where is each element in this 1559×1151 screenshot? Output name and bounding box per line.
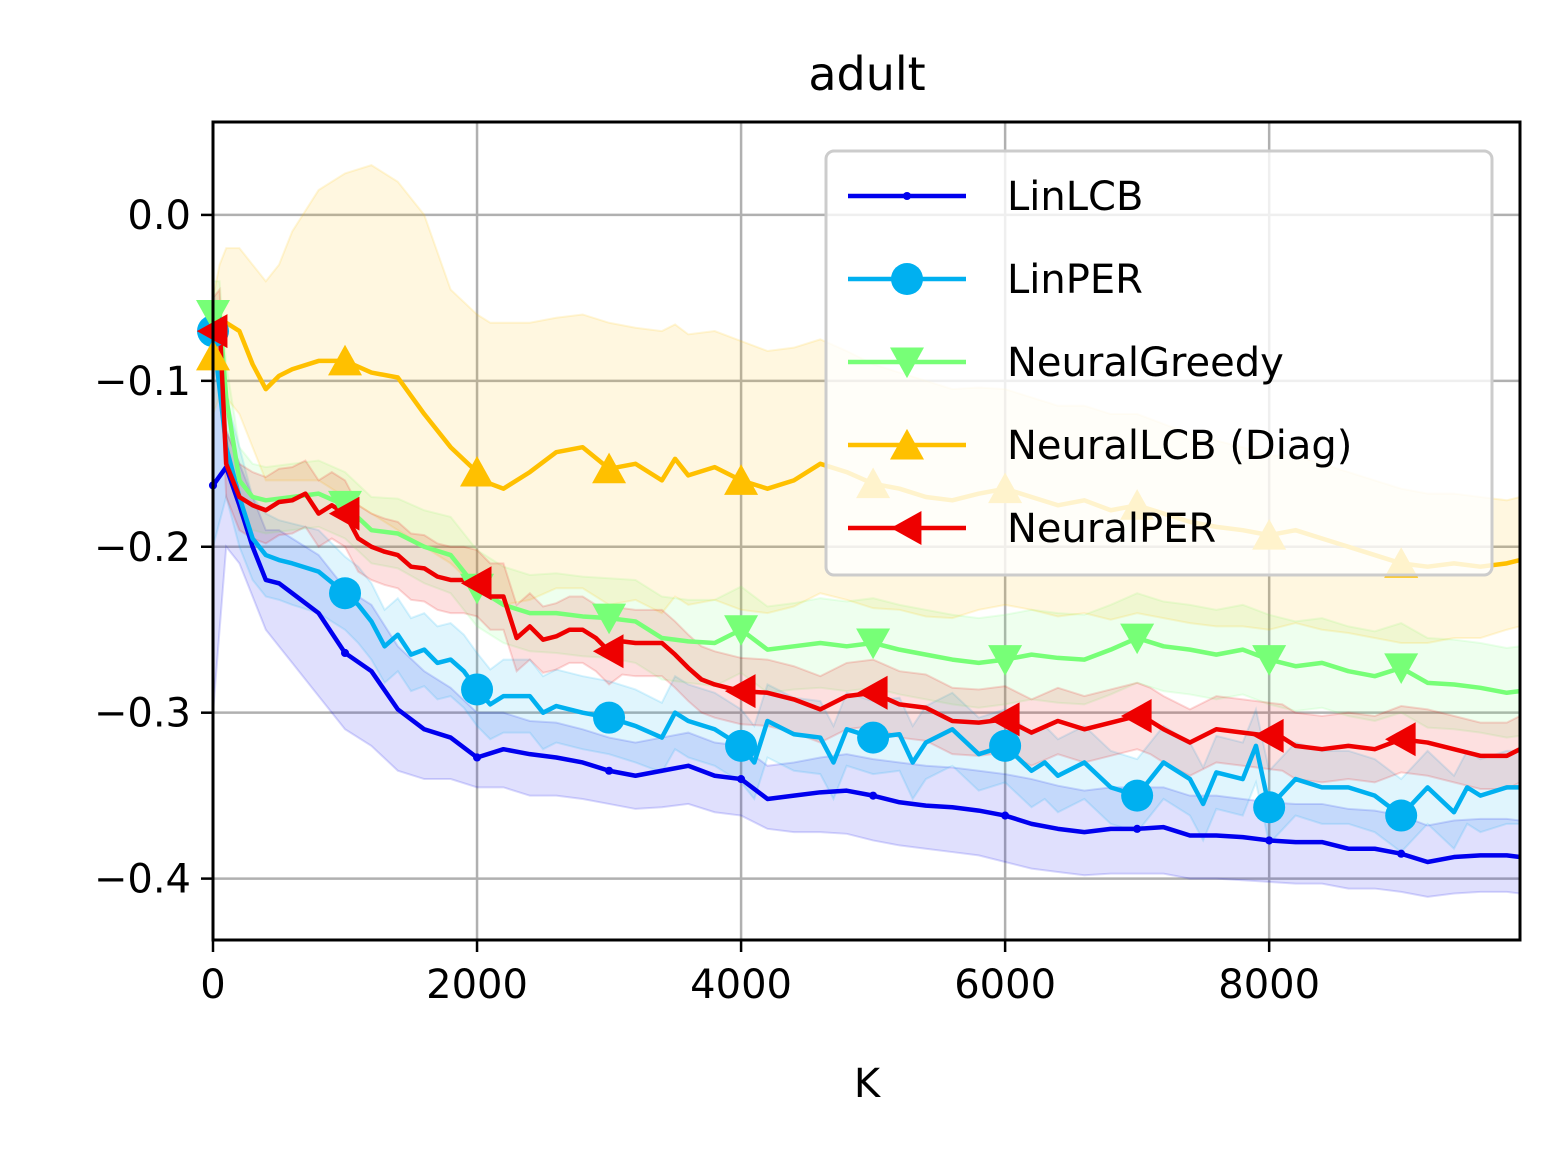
x-axis-label: K bbox=[854, 1061, 882, 1107]
neuralper-band bbox=[213, 286, 1520, 791]
legend-box bbox=[824, 149, 1494, 577]
legend-entry-linper: LinPER bbox=[848, 257, 1143, 303]
y-tick-label: −0.4 bbox=[94, 857, 191, 903]
linlcb-marker bbox=[605, 766, 614, 775]
linlcb-marker bbox=[1001, 811, 1010, 820]
legend-entry-linlcb: LinLCB bbox=[848, 174, 1143, 220]
legend-marker bbox=[890, 347, 924, 379]
linper-marker bbox=[1385, 799, 1418, 832]
linper-marker bbox=[1253, 791, 1286, 824]
x-tick-label: 4000 bbox=[690, 962, 792, 1008]
linper-marker bbox=[989, 729, 1022, 762]
neuralgreedy-line bbox=[213, 312, 1520, 696]
neuralper-marker bbox=[1385, 722, 1416, 757]
neuralgreedy-marker bbox=[1120, 623, 1155, 655]
neurallcb-diag-marker bbox=[460, 455, 495, 487]
x-tick-label: 0 bbox=[200, 962, 225, 1008]
neuralper-marker bbox=[856, 675, 888, 710]
linper-marker bbox=[593, 701, 626, 734]
legend-label: NeuralLCB (Diag) bbox=[1007, 423, 1352, 469]
legend-entry-neuralper: NeuralPER bbox=[848, 506, 1216, 552]
plot-frame bbox=[211, 120, 1522, 942]
neuralgreedy-marker bbox=[856, 628, 891, 660]
linlcb-marker bbox=[869, 791, 878, 800]
y-tick-label: −0.2 bbox=[94, 525, 191, 571]
x-tick-label: 8000 bbox=[1218, 962, 1320, 1008]
x-tick-label: 2000 bbox=[426, 962, 528, 1008]
neuralgreedy-marker bbox=[988, 645, 1023, 676]
legend-marker bbox=[890, 428, 924, 460]
neuralper-marker bbox=[1253, 718, 1284, 753]
linper-marker bbox=[857, 721, 890, 754]
x-axis-ticks: 0 2000 4000 6000 8000 bbox=[200, 940, 1320, 1008]
neuralper-line bbox=[213, 320, 1520, 759]
neuralper-marker bbox=[1120, 699, 1152, 734]
legend-marker bbox=[902, 191, 912, 201]
y-axis-ticks: 0.0 −0.1 −0.2 −0.3 −0.4 bbox=[94, 193, 213, 903]
neurallcb-diag-marker bbox=[724, 464, 759, 495]
y-tick-label: −0.3 bbox=[94, 691, 191, 737]
linlcb-line bbox=[213, 464, 1520, 865]
neuralgreedy-marker bbox=[1384, 653, 1419, 685]
chart-title: adult bbox=[808, 47, 925, 101]
linlcb-marker bbox=[1133, 824, 1142, 833]
linper-line bbox=[213, 330, 1520, 818]
neuralgreedy-marker bbox=[1252, 645, 1287, 676]
linlcb-marker bbox=[1397, 849, 1406, 858]
legend-label: NeuralGreedy bbox=[1007, 340, 1284, 386]
linlcb-marker bbox=[472, 753, 482, 762]
linper-marker bbox=[329, 577, 362, 610]
neuralgreedy-band bbox=[213, 280, 1520, 739]
neuralper-marker bbox=[328, 496, 360, 531]
linlcb-marker bbox=[340, 648, 350, 658]
linper-marker bbox=[461, 673, 494, 706]
neuralgreedy-marker bbox=[724, 615, 759, 646]
neuralper-marker bbox=[988, 702, 1020, 737]
legend-label: NeuralPER bbox=[1007, 506, 1216, 552]
neuralper-marker bbox=[592, 634, 624, 669]
neurallcb-diag-marker bbox=[592, 452, 627, 484]
neuralper-marker bbox=[724, 674, 756, 709]
legend-marker bbox=[891, 263, 923, 295]
linlcb-band bbox=[213, 297, 1520, 898]
linlcb-marker bbox=[1265, 836, 1274, 845]
y-tick-label: −0.1 bbox=[94, 359, 191, 405]
x-tick-label: 6000 bbox=[954, 962, 1056, 1008]
neuralgreedy-marker bbox=[592, 603, 627, 635]
legend-marker bbox=[890, 511, 922, 545]
legend-entry-neurallcb-diag: NeuralLCB (Diag) bbox=[848, 423, 1352, 469]
linper-marker bbox=[725, 729, 758, 762]
neurallcb-diag-marker bbox=[328, 344, 363, 376]
legend-entry-neuralgreedy: NeuralGreedy bbox=[848, 340, 1284, 386]
neuralper-marker bbox=[460, 566, 492, 601]
legend-label: LinPER bbox=[1007, 257, 1143, 303]
legend-label: LinLCB bbox=[1007, 174, 1143, 220]
linlcb-marker bbox=[737, 775, 746, 784]
y-tick-label: 0.0 bbox=[127, 193, 191, 239]
linper-marker bbox=[1121, 779, 1154, 812]
legend: LinLCB LinPER NeuralGreedy NeuralLCB (Diag)… bbox=[824, 149, 1494, 577]
